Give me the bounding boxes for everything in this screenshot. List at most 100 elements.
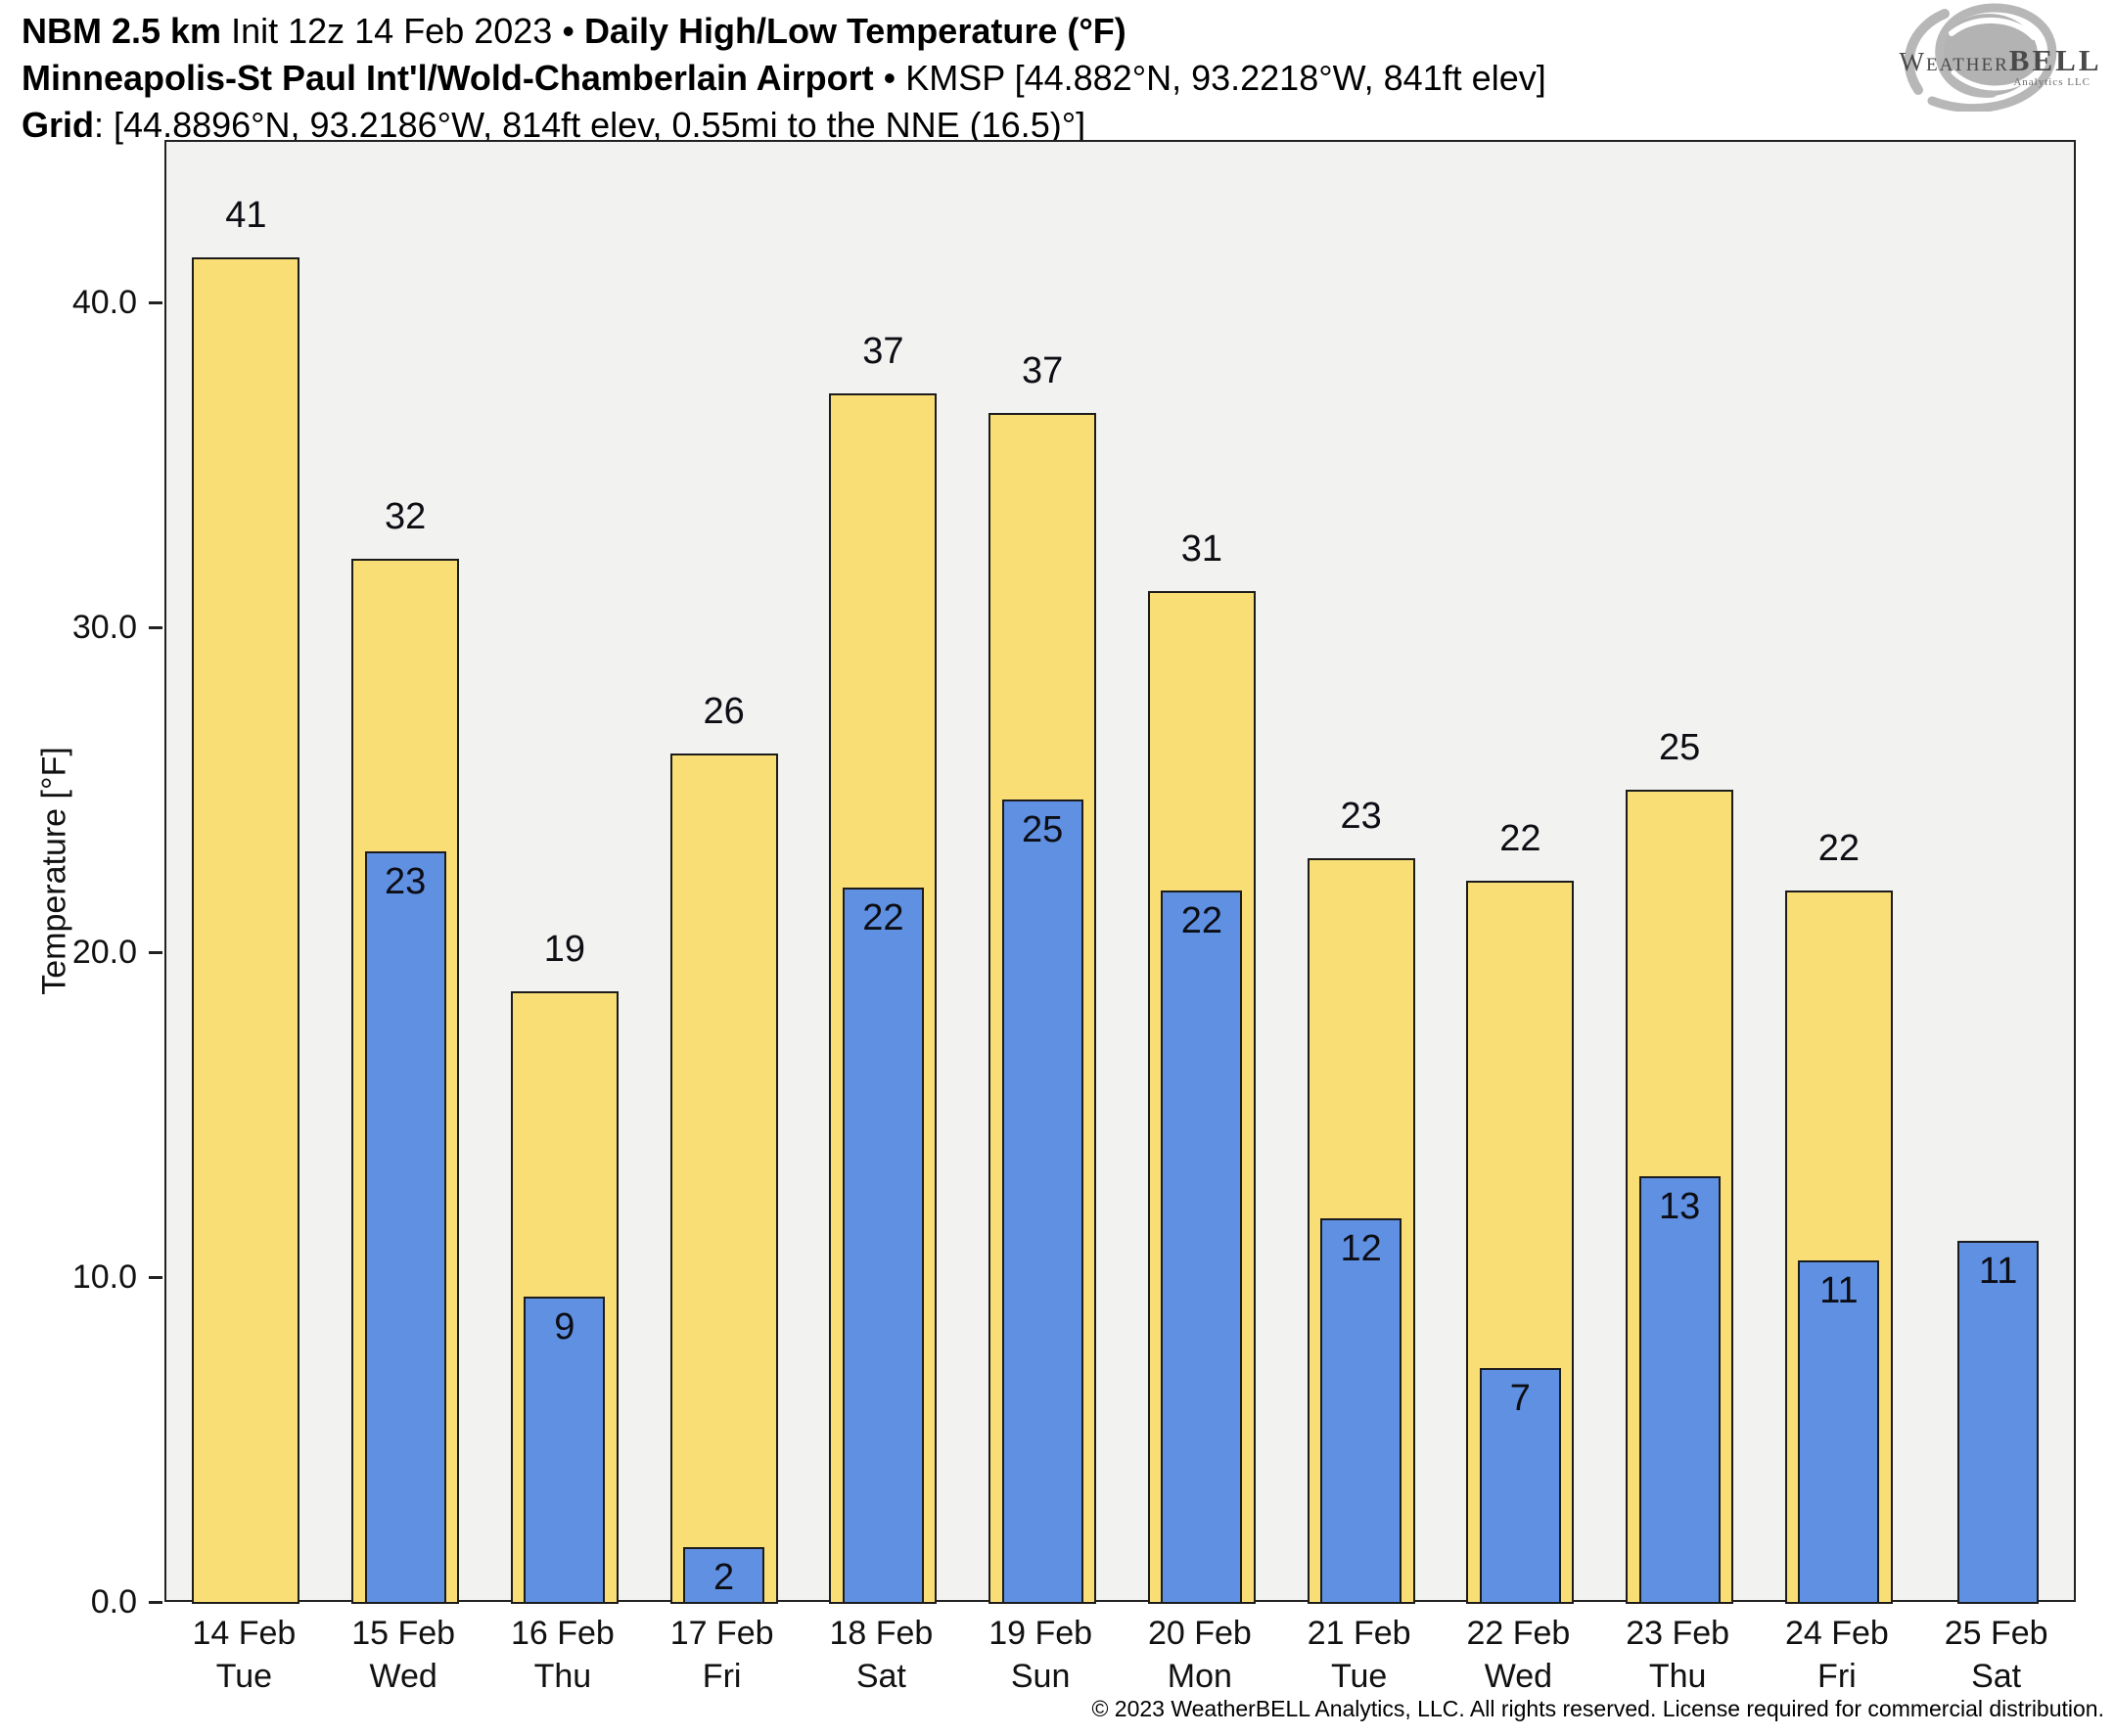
y-tick-label: 40.0: [71, 284, 137, 321]
low-bar: [1479, 1367, 1561, 1604]
x-tick-date: 22 Feb: [1466, 1615, 1571, 1652]
weatherbell-logo: WeatherBELL Analytics LLC: [1891, 2, 2110, 112]
high-value-label: 26: [703, 691, 745, 733]
high-value-label: 22: [1499, 817, 1541, 859]
x-tick-label: 25 Feb Sat: [1916, 1612, 2076, 1698]
chart-header: NBM 2.5 km Init 12z 14 Feb 2023 • Daily …: [22, 8, 1546, 149]
high-value-label: 25: [1658, 727, 1701, 768]
y-tick: [149, 625, 162, 629]
x-tick-day: Wed: [1484, 1658, 1553, 1695]
low-bar: [1957, 1241, 2040, 1604]
title-grid-meta: : [44.8896°N, 93.2186°W, 814ft elev, 0.5…: [94, 105, 1086, 145]
high-bar: [669, 754, 778, 1604]
x-tick-date: 20 Feb: [1147, 1615, 1252, 1652]
x-tick-day: Fri: [702, 1658, 742, 1695]
y-tick-label: 0.0: [90, 1583, 137, 1621]
high-value-label: 19: [543, 928, 586, 970]
x-tick-label: 19 Feb Sun: [961, 1612, 1121, 1698]
x-tick-day: Sat: [855, 1658, 906, 1695]
x-tick-date: 24 Feb: [1784, 1615, 1889, 1652]
low-value-label: 11: [1819, 1270, 1859, 1312]
low-bar: [1001, 799, 1083, 1604]
high-value-label: 37: [1021, 349, 1064, 391]
x-tick-day: Wed: [369, 1658, 437, 1695]
x-tick-label: 17 Feb Fri: [642, 1612, 802, 1698]
low-value-label: 22: [862, 896, 904, 938]
x-tick-date: 21 Feb: [1307, 1615, 1411, 1652]
title-station: Minneapolis-St Paul Int'l/Wold-Chamberla…: [22, 58, 874, 98]
x-tick-day: Fri: [1817, 1658, 1857, 1695]
title-product: Daily High/Low Temperature (°F): [583, 11, 1126, 51]
x-tick-date: 23 Feb: [1626, 1615, 1730, 1652]
x-tick-day: Sun: [1010, 1658, 1071, 1695]
y-tick: [149, 300, 162, 304]
high-value-label: 32: [384, 496, 427, 538]
low-value-label: 7: [1509, 1377, 1531, 1419]
x-tick-label: 14 Feb Tue: [164, 1612, 324, 1698]
y-tick: [149, 1600, 162, 1604]
low-value-label: 11: [1978, 1251, 2018, 1293]
x-tick-label: 16 Feb Thu: [483, 1612, 643, 1698]
low-bar: [1320, 1218, 1402, 1604]
hurricane-swirl-icon: [1904, 3, 2057, 112]
title-station-meta: • KMSP [44.882°N, 93.2218°W, 841ft elev]: [873, 58, 1546, 98]
x-tick-label: 24 Feb Fri: [1758, 1612, 1917, 1698]
copyright-text: © 2023 WeatherBELL Analytics, LLC. All r…: [1091, 1696, 2104, 1721]
title-model: NBM 2.5 km: [22, 11, 222, 51]
high-value-label: 23: [1340, 795, 1382, 837]
x-tick-date: 17 Feb: [669, 1615, 774, 1652]
x-tick-day: Tue: [1330, 1658, 1388, 1695]
title-init: Init 12z 14 Feb 2023 •: [221, 11, 584, 51]
y-tick-label: 10.0: [71, 1258, 137, 1296]
logo-brand: WeatherBELL: [1899, 43, 2101, 78]
x-tick-date: 18 Feb: [829, 1615, 934, 1652]
low-bar: [683, 1546, 765, 1604]
logo-subtitle: Analytics LLC: [2013, 76, 2091, 88]
title-line-2: Minneapolis-St Paul Int'l/Wold-Chamberla…: [22, 55, 1546, 102]
title-grid-label: Grid: [22, 105, 95, 145]
logo-brand-bell: BELL: [2008, 43, 2102, 77]
high-bar: [192, 256, 300, 1604]
plot-area: 41 32 19 26 37 37 31 23 22 25 22 23 9 2 22 25 22 12 7 13 11 1…: [164, 140, 2076, 1604]
y-axis-title: Temperature [°F]: [35, 747, 73, 995]
high-value-label: 31: [1180, 528, 1223, 571]
high-value-label: 22: [1817, 827, 1861, 869]
x-tick-date: 14 Feb: [192, 1615, 297, 1652]
low-value-label: 23: [384, 861, 427, 903]
title-line-3: Grid: [44.8896°N, 93.2186°W, 814ft elev,…: [22, 102, 1546, 149]
x-tick-date: 25 Feb: [1944, 1615, 2048, 1652]
low-bar: [1798, 1260, 1880, 1604]
low-value-label: 22: [1180, 899, 1223, 941]
high-value-label: 37: [862, 330, 904, 372]
low-bar: [842, 887, 924, 1604]
x-tick-label: 21 Feb Tue: [1279, 1612, 1439, 1698]
x-tick-day: Thu: [533, 1658, 592, 1695]
title-line-1: NBM 2.5 km Init 12z 14 Feb 2023 • Daily …: [22, 8, 1546, 55]
x-tick-label: 20 Feb Mon: [1121, 1612, 1280, 1698]
x-tick-day: Sat: [1971, 1658, 2022, 1695]
y-tick: [149, 1275, 162, 1279]
low-value-label: 9: [554, 1305, 575, 1348]
x-tick-day: Tue: [215, 1658, 273, 1695]
low-value-label: 13: [1658, 1186, 1701, 1228]
low-bar: [524, 1296, 606, 1604]
low-bar: [1161, 890, 1243, 1604]
high-value-label: 41: [225, 194, 267, 236]
low-value-label: 25: [1021, 808, 1064, 850]
x-tick-label: 22 Feb Wed: [1439, 1612, 1598, 1698]
logo-brand-weather: Weather: [1899, 47, 2009, 76]
x-tick-date: 19 Feb: [988, 1615, 1093, 1652]
x-tick-label: 23 Feb Thu: [1598, 1612, 1758, 1698]
x-tick-date: 16 Feb: [510, 1615, 615, 1652]
y-tick-label: 20.0: [71, 934, 137, 971]
low-bar: [364, 851, 446, 1604]
x-tick-day: Thu: [1648, 1658, 1707, 1695]
low-value-label: 2: [713, 1556, 735, 1598]
x-tick-label: 18 Feb Sat: [802, 1612, 961, 1698]
y-tick-label: 30.0: [71, 609, 137, 646]
low-bar: [1638, 1176, 1721, 1604]
x-tick-day: Mon: [1167, 1658, 1232, 1695]
y-tick: [149, 950, 162, 954]
x-tick-label: 15 Feb Wed: [324, 1612, 483, 1698]
